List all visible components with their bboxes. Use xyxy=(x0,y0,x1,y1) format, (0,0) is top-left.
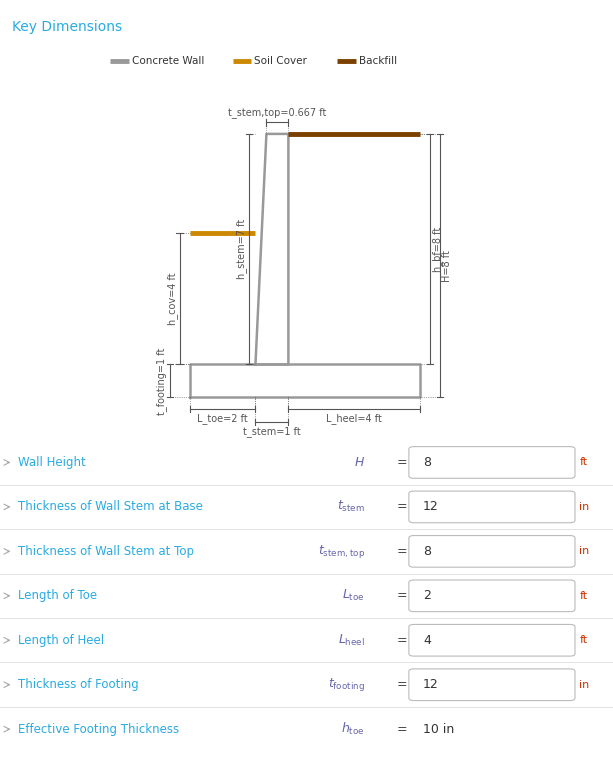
Text: Thickness of Footing: Thickness of Footing xyxy=(18,679,139,691)
Text: 12: 12 xyxy=(423,500,439,513)
Text: in: in xyxy=(579,502,590,512)
Text: =: = xyxy=(396,545,407,558)
Text: =: = xyxy=(396,500,407,513)
Text: h_cov=4 ft: h_cov=4 ft xyxy=(167,272,178,325)
Text: $H$: $H$ xyxy=(354,456,365,469)
Text: Length of Heel: Length of Heel xyxy=(18,634,104,647)
Text: =: = xyxy=(396,456,407,469)
FancyBboxPatch shape xyxy=(409,580,575,612)
Text: L_toe=2 ft: L_toe=2 ft xyxy=(197,413,248,424)
Text: 2: 2 xyxy=(423,589,431,603)
Text: H=8 ft: H=8 ft xyxy=(442,250,452,282)
Text: Thickness of Wall Stem at Top: Thickness of Wall Stem at Top xyxy=(18,545,194,558)
FancyBboxPatch shape xyxy=(409,669,575,701)
Text: ft: ft xyxy=(579,635,587,645)
Text: Backfill: Backfill xyxy=(359,55,397,66)
FancyBboxPatch shape xyxy=(409,446,575,478)
Text: h_bf=8 ft: h_bf=8 ft xyxy=(432,226,443,272)
Text: Key Dimensions: Key Dimensions xyxy=(12,20,123,33)
Text: in: in xyxy=(579,680,590,690)
Text: Soil Cover: Soil Cover xyxy=(254,55,307,66)
Text: t_footing=1 ft: t_footing=1 ft xyxy=(156,348,167,414)
Text: t_stem=1 ft: t_stem=1 ft xyxy=(243,426,301,437)
Text: 10 in: 10 in xyxy=(423,723,454,735)
Text: $t_{\mathrm{stem}}$: $t_{\mathrm{stem}}$ xyxy=(337,499,365,515)
Text: ft: ft xyxy=(579,591,587,601)
FancyBboxPatch shape xyxy=(409,491,575,523)
Text: $t_{\mathrm{footing}}$: $t_{\mathrm{footing}}$ xyxy=(328,676,365,693)
Text: h_stem=7 ft: h_stem=7 ft xyxy=(236,219,247,279)
Text: Thickness of Wall Stem at Base: Thickness of Wall Stem at Base xyxy=(18,500,204,513)
Text: L_heel=4 ft: L_heel=4 ft xyxy=(326,413,382,424)
Text: 8: 8 xyxy=(423,545,431,558)
Text: =: = xyxy=(396,589,407,603)
Text: Concrete Wall: Concrete Wall xyxy=(132,55,204,66)
Text: Wall Height: Wall Height xyxy=(18,456,86,469)
Text: 8: 8 xyxy=(423,456,431,469)
Text: Effective Footing Thickness: Effective Footing Thickness xyxy=(18,723,180,735)
Text: Length of Toe: Length of Toe xyxy=(18,589,97,603)
Text: =: = xyxy=(396,634,407,647)
Text: =: = xyxy=(396,723,407,735)
Text: $L_{\mathrm{toe}}$: $L_{\mathrm{toe}}$ xyxy=(342,588,365,603)
Text: $t_{\mathrm{stem,top}}$: $t_{\mathrm{stem,top}}$ xyxy=(318,543,365,560)
FancyBboxPatch shape xyxy=(409,625,575,656)
FancyBboxPatch shape xyxy=(409,536,575,567)
Text: 12: 12 xyxy=(423,679,439,691)
Text: t_stem,top=0.667 ft: t_stem,top=0.667 ft xyxy=(228,108,327,118)
Text: in: in xyxy=(579,546,590,556)
Text: =: = xyxy=(396,679,407,691)
Text: $L_{\mathrm{heel}}$: $L_{\mathrm{heel}}$ xyxy=(338,633,365,648)
Text: 4: 4 xyxy=(423,634,431,647)
Text: $h_{\mathrm{toe}}$: $h_{\mathrm{toe}}$ xyxy=(341,721,365,737)
Text: ft: ft xyxy=(579,458,587,468)
